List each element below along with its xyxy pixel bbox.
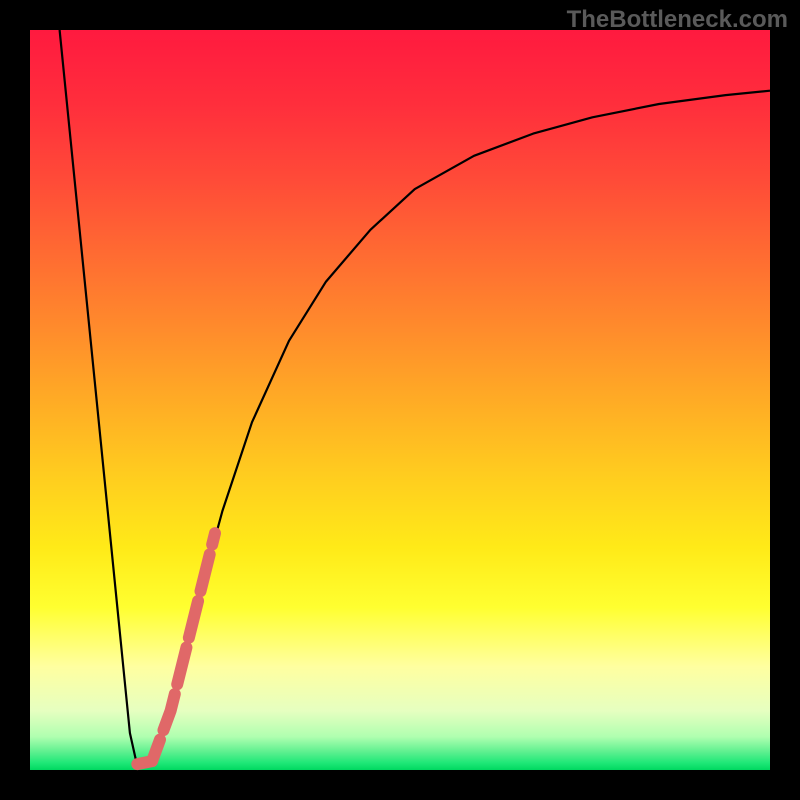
plot-background xyxy=(30,30,770,770)
chart-container: TheBottleneck.com xyxy=(0,0,800,800)
bottleneck-chart xyxy=(0,0,800,800)
watermark-text: TheBottleneck.com xyxy=(567,6,788,34)
